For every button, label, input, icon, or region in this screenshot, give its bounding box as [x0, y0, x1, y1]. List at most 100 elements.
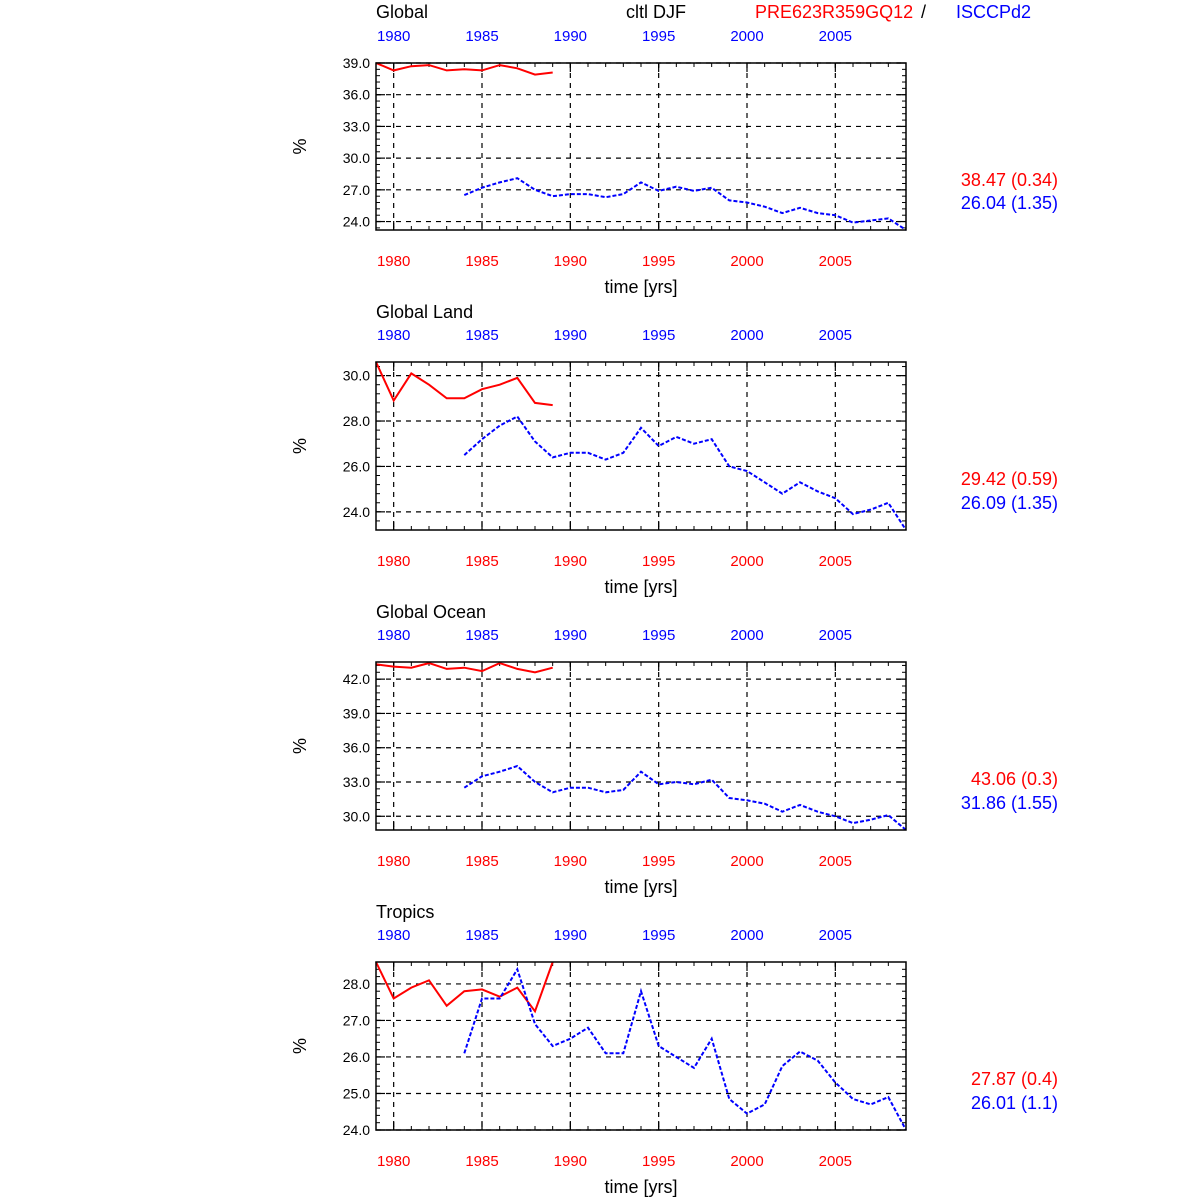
y-tick-label: 33.0 [343, 774, 370, 790]
x-tick-label-top: 2005 [819, 627, 852, 644]
x-tick-label-top: 1995 [642, 28, 675, 45]
panel-2: Global Ocean 30.0 33.0 36.0 39.0 42.0 1980 1980… [290, 602, 907, 897]
obs-name-label: ISCCPd2 [956, 2, 1032, 22]
stat-obs-tropics: 26.01 (1.1) [970, 1093, 1058, 1113]
x-tick-label-top: 1990 [554, 327, 587, 344]
x-tick-label-top: 1980 [377, 927, 410, 944]
x-tick-label-top: 1990 [554, 927, 587, 944]
x-axis-label: time [yrs] [604, 277, 677, 297]
x-tick-label-bottom: 2000 [730, 1153, 763, 1170]
x-tick-label-bottom: 1990 [554, 1153, 587, 1170]
stat-model-tropics: 27.87 (0.4) [970, 1069, 1058, 1089]
series-line-obs [463, 966, 907, 1131]
x-axis-label: time [yrs] [604, 1177, 677, 1197]
y-tick-label: 30.0 [343, 150, 370, 166]
x-tick-label-bottom: 1985 [465, 253, 498, 270]
series-line-model [375, 62, 553, 76]
x-tick-label-bottom: 1995 [642, 853, 675, 870]
x-tick-label-top: 1980 [377, 627, 410, 644]
y-tick-label: 36.0 [343, 740, 370, 756]
y-tick-label: 24.0 [343, 1122, 370, 1138]
x-tick-label-top: 2000 [730, 327, 763, 344]
y-tick-label: 33.0 [343, 118, 370, 134]
x-tick-label-bottom: 1980 [377, 1153, 410, 1170]
panel-1: Global Land 24.0 26.0 28.0 30.0 1980 1980 1985 1… [290, 302, 907, 597]
stat-model-global: 38.47 (0.34) [960, 170, 1058, 190]
series-line-model [375, 662, 553, 674]
x-tick-label-top: 1985 [465, 627, 498, 644]
y-tick-label: 30.0 [343, 808, 370, 824]
plot-frame [375, 62, 907, 231]
y-tick-label: 25.0 [343, 1085, 370, 1101]
series-line-obs [463, 177, 907, 231]
x-tick-label-bottom: 1990 [554, 253, 587, 270]
x-tick-label-bottom: 1980 [377, 553, 410, 570]
x-tick-label-top: 2005 [819, 927, 852, 944]
x-tick-label-top: 1995 [642, 927, 675, 944]
y-tick-label: 24.0 [343, 504, 370, 520]
series-line-model [375, 961, 554, 1014]
panel-0: 24.0 27.0 30.0 33.0 36.0 39.0 1980 1980 1985 1985… [290, 28, 907, 297]
model-name-label: PRE623R359GQ12 [755, 2, 914, 22]
x-tick-label-top: 2000 [730, 28, 763, 45]
y-tick-label: 39.0 [343, 55, 370, 71]
x-tick-label-bottom: 1985 [465, 853, 498, 870]
x-tick-label-top: 1985 [465, 28, 498, 45]
x-tick-label-bottom: 1990 [554, 853, 587, 870]
y-tick-label: 26.0 [343, 1049, 370, 1065]
title-separator: / [921, 2, 927, 22]
stat-obs-global-land: 26.09 (1.35) [960, 493, 1058, 513]
y-tick-label: 30.0 [343, 368, 370, 384]
x-tick-label-bottom: 2005 [819, 553, 852, 570]
x-tick-label-bottom: 1990 [554, 553, 587, 570]
x-tick-label-bottom: 2000 [730, 553, 763, 570]
panel-3: Tropics 24.0 25.0 26.0 27.0 28.0 1980 1980 1985 1… [290, 902, 907, 1197]
x-tick-label-bottom: 1980 [377, 853, 410, 870]
series-line-obs [463, 415, 907, 531]
panel-title-global: Global [376, 2, 429, 22]
x-tick-label-bottom: 1995 [642, 553, 675, 570]
x-axis-label: time [yrs] [604, 577, 677, 597]
x-tick-label-top: 2000 [730, 927, 763, 944]
plot-frame [375, 961, 907, 1131]
y-tick-label: 42.0 [343, 671, 370, 687]
y-axis-label: % [290, 1038, 310, 1054]
y-tick-label: 27.0 [343, 1012, 370, 1028]
x-tick-label-bottom: 2005 [819, 1153, 852, 1170]
stat-model-global-land: 29.42 (0.59) [960, 469, 1058, 489]
x-tick-label-bottom: 1985 [465, 553, 498, 570]
x-tick-label-top: 1980 [377, 28, 410, 45]
x-tick-label-bottom: 2005 [819, 253, 852, 270]
x-tick-label-top: 2000 [730, 627, 763, 644]
panel-title: Global Land [376, 302, 473, 322]
y-tick-label: 26.0 [343, 458, 370, 474]
x-tick-label-bottom: 1985 [465, 1153, 498, 1170]
stat-obs-global-ocean: 31.86 (1.55) [960, 793, 1058, 813]
series-line-obs [463, 764, 907, 831]
x-tick-label-bottom: 1995 [642, 1153, 675, 1170]
x-tick-label-top: 1985 [465, 327, 498, 344]
y-tick-label: 28.0 [343, 413, 370, 429]
x-tick-label-top: 2005 [819, 327, 852, 344]
series-line-model [375, 361, 553, 407]
x-tick-label-bottom: 2005 [819, 853, 852, 870]
x-axis-label: time [yrs] [604, 877, 677, 897]
panel-title: Tropics [376, 902, 434, 922]
x-tick-label-top: 1990 [554, 627, 587, 644]
y-axis-label: % [290, 738, 310, 754]
chart-title: cltl DJF [626, 2, 686, 22]
y-axis-label: % [290, 438, 310, 454]
x-tick-label-top: 1985 [465, 927, 498, 944]
y-tick-label: 36.0 [343, 87, 370, 103]
y-tick-label: 28.0 [343, 976, 370, 992]
plot-frame [375, 361, 907, 531]
stat-model-global-ocean: 43.06 (0.3) [970, 769, 1058, 789]
x-tick-label-top: 1990 [554, 28, 587, 45]
x-tick-label-top: 1995 [642, 327, 675, 344]
y-tick-label: 24.0 [343, 214, 370, 230]
y-axis-label: % [290, 138, 310, 154]
y-tick-label: 39.0 [343, 705, 370, 721]
x-tick-label-top: 1980 [377, 327, 410, 344]
x-tick-label-top: 2005 [819, 28, 852, 45]
